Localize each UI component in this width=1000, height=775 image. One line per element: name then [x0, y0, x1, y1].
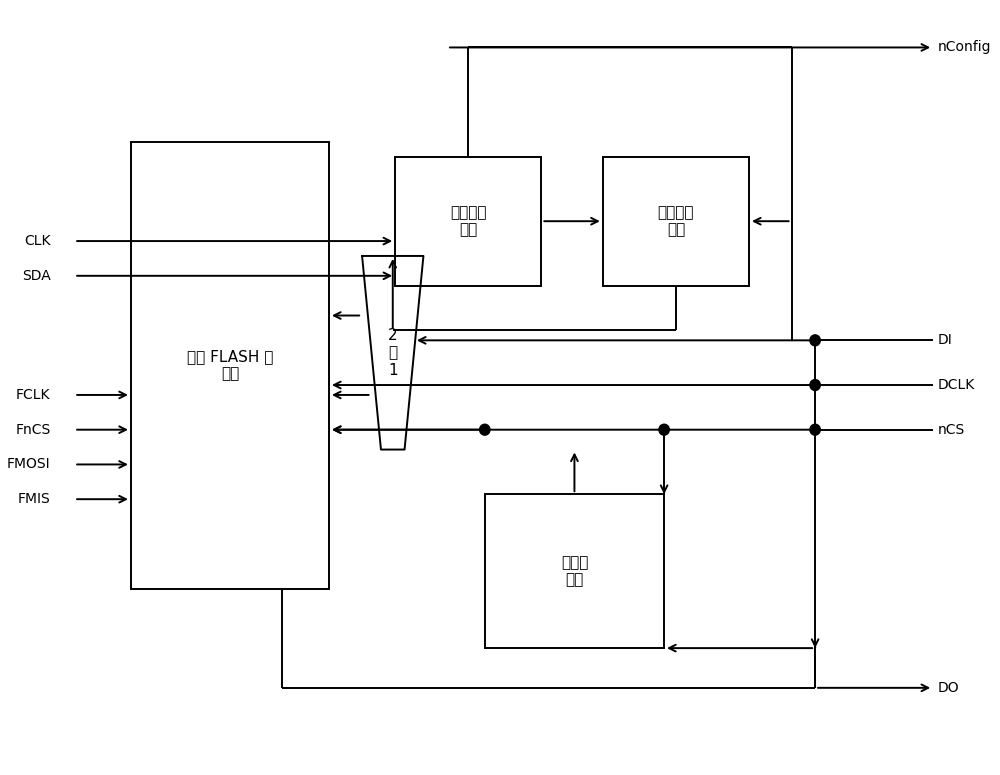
Text: DCLK: DCLK	[938, 378, 975, 392]
Circle shape	[659, 424, 669, 435]
FancyBboxPatch shape	[485, 494, 664, 648]
Text: nCS: nCS	[938, 422, 965, 436]
Text: FCLK: FCLK	[16, 388, 51, 402]
Polygon shape	[362, 256, 423, 449]
FancyBboxPatch shape	[395, 157, 541, 286]
Text: FMIS: FMIS	[18, 492, 51, 506]
Text: 引导信息
缓存: 引导信息 缓存	[658, 205, 694, 237]
Text: DI: DI	[938, 333, 953, 347]
Text: 引导信息
输入: 引导信息 输入	[450, 205, 487, 237]
Text: FMOSI: FMOSI	[7, 457, 51, 471]
FancyBboxPatch shape	[131, 142, 329, 588]
Circle shape	[810, 424, 820, 435]
Circle shape	[480, 424, 490, 435]
Circle shape	[810, 335, 820, 346]
Text: FnCS: FnCS	[15, 422, 51, 436]
Text: 串行 FLASH 存
储器: 串行 FLASH 存 储器	[187, 349, 273, 381]
FancyBboxPatch shape	[603, 157, 749, 286]
Text: SDA: SDA	[22, 269, 51, 283]
Circle shape	[810, 380, 820, 391]
Text: 序列检
测器: 序列检 测器	[561, 555, 588, 587]
Text: CLK: CLK	[24, 234, 51, 248]
Text: nConfig: nConfig	[938, 40, 991, 54]
Text: DO: DO	[938, 680, 959, 695]
Text: 2
选
1: 2 选 1	[388, 328, 398, 377]
